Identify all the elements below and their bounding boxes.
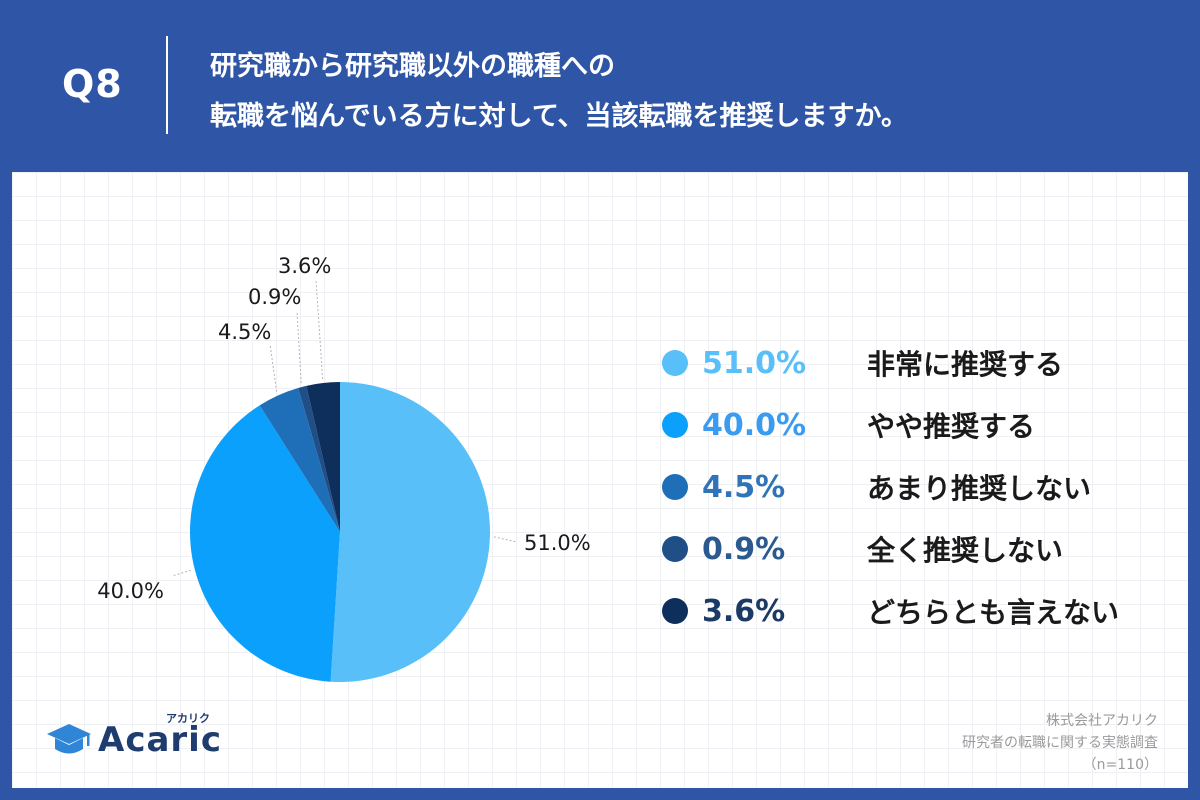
legend-label: どちらとも言えない [867,596,1120,629]
legend-marker-icon [662,412,688,438]
pie-slice-3 [259,387,340,532]
leader-line-3 [269,343,278,392]
legend-value: 40.0% [702,407,807,443]
pie-label-2: 40.0% [97,579,164,603]
legend-value: 4.5% [702,469,786,505]
question-number: Q8 [62,62,123,106]
pie-label-5: 3.6% [278,254,331,278]
header: Q8 研究職から研究職以外の職種への 転職を悩んでいる方に対して、当該転職を推奨… [0,0,1200,170]
logo-text: Acaric [98,720,222,760]
legend-label: あまり推奨しない [867,472,1092,505]
pie-label-4: 0.9% [248,285,301,309]
legend-label: 全く推奨しない [867,534,1064,567]
acaric-logo: Acaric アカリク [46,712,222,760]
legend-item-2: 40.0% やや推奨する [662,394,1119,456]
pie-slice-1 [330,382,491,682]
legend-item-3: 4.5% あまり推奨しない [662,456,1119,518]
logo-kana: アカリク [166,712,210,725]
legend: 51.0% 非常に推奨する 40.0% やや推奨する 4.5% あまり推奨しない 0.9% 全… [662,332,1119,642]
legend-label: やや推奨する [867,410,1036,443]
leader-line-4 [296,311,302,383]
pie-slice-4 [298,385,340,532]
source-note: 株式会社アカリク 研究者の転職に関する実態調査 （n=110） [962,710,1158,776]
graduation-cap-icon [47,724,91,754]
pie-slice-5 [306,382,340,532]
pie-chart: 51.0% 40.0% 4.5% 0.9% 3.6% [97,254,591,682]
source-sample-size: （n=110） [1082,757,1158,773]
header-divider [166,36,168,134]
question-line-1: 研究職から研究職以外の職種への [210,51,615,82]
legend-label: 非常に推奨する [867,348,1064,381]
pie-label-3: 4.5% [218,320,271,344]
pie-slice-2 [190,405,340,682]
legend-item-5: 3.6% どちらとも言えない [662,580,1119,642]
legend-value: 51.0% [702,345,807,381]
question-line-2: 転職を悩んでいる方に対して、当該転職を推奨しますか。 [210,101,908,132]
legend-marker-icon [662,350,688,376]
legend-value: 3.6% [702,593,786,629]
legend-value: 0.9% [702,531,786,567]
legend-marker-icon [662,598,688,624]
chart-panel: 51.0% 40.0% 4.5% 0.9% 3.6% 51.0% 非常に推奨する 40.0%… [12,172,1188,788]
question-text: 研究職から研究職以外の職種への 転職を悩んでいる方に対して、当該転職を推奨します… [210,42,908,142]
legend-marker-icon [662,474,688,500]
pie-label-1: 51.0% [524,531,591,555]
leader-line-2 [171,569,191,577]
source-company: 株式会社アカリク [1046,713,1158,729]
source-survey: 研究者の転職に関する実態調査 [962,735,1158,751]
leader-line-5 [315,279,324,380]
legend-marker-icon [662,536,688,562]
leader-line-1 [493,536,518,543]
legend-item-4: 0.9% 全く推奨しない [662,518,1119,580]
legend-item-1: 51.0% 非常に推奨する [662,332,1119,394]
